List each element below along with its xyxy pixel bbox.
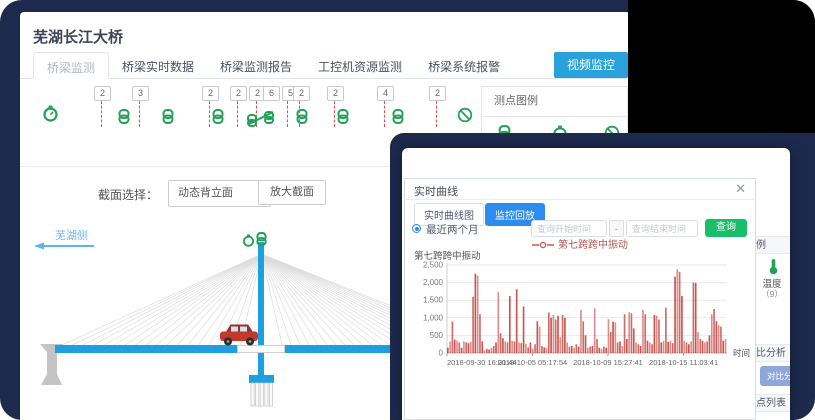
svg-text:2,000: 2,000 — [423, 278, 444, 287]
sensor-count-badge: 2 — [94, 86, 111, 101]
bridge-deck-left — [55, 345, 237, 353]
legend-line-circle-icon — [532, 241, 554, 249]
bridge-diagram — [40, 242, 390, 407]
bridge-cables — [61, 253, 390, 346]
tab-monitor-report[interactable]: 桥梁监测报告 — [220, 60, 293, 74]
main-tabbar: 桥梁监测 桥梁实时数据 桥梁监测报告 工控机资源监测 桥梁系统报警 — [20, 52, 630, 79]
bridge-piles — [250, 382, 273, 407]
legend-panel-title: 测点图例 — [482, 87, 627, 117]
sensor-tick-line — [256, 101, 257, 127]
sensor-tick-line — [287, 101, 288, 127]
sensor-tick-line — [139, 101, 140, 127]
chain-sensor-icon[interactable] — [118, 109, 130, 124]
sensor-tick-line — [334, 101, 335, 127]
pylon-chain-icon[interactable] — [256, 232, 267, 246]
sensor-count-badge: 4 — [377, 86, 394, 101]
query-button[interactable]: 查询 — [705, 219, 747, 237]
bridge-left-pier — [40, 344, 63, 385]
compare-analysis-button[interactable]: 对比分析 — [760, 366, 790, 386]
svg-text:2018-10-15 11:03:41: 2018-10-15 11:03:41 — [649, 358, 718, 367]
double-chain-sensor-icon[interactable] — [246, 109, 276, 127]
modal-overlay: 图例 温度 （9） 对比分析 对比分析 测点列表 实时曲线 ✕ 实时曲线图 监控… — [390, 133, 815, 420]
tab-bridge-monitor[interactable]: 桥梁监测 — [33, 52, 110, 79]
section-select-label: 截面选择： — [98, 188, 159, 202]
recent-two-months-radio[interactable] — [412, 224, 421, 233]
black-background-area — [628, 0, 815, 146]
dialog-title: 实时曲线 — [414, 186, 458, 198]
sensor-count-badge: 2 — [429, 86, 446, 101]
sensor-count-badge: 2 — [327, 86, 344, 101]
dialog-tab-playback[interactable]: 监控回放 — [485, 203, 545, 226]
svg-text:时间: 时间 — [733, 348, 750, 358]
chain-sensor-icon[interactable] — [337, 109, 349, 124]
chart-axis-title: 第七跨跨中振动 — [414, 251, 481, 262]
dialog-header-divider — [405, 199, 755, 200]
query-start-time-input[interactable] — [531, 220, 607, 237]
sensor-count-badge: 6 — [263, 86, 280, 101]
realtime-curve-dialog: 实时曲线 ✕ 实时曲线图 监控回放 最近两个月 - 查询 第七跨跨中振动 第七跨… — [404, 178, 756, 420]
legend-series-label: 第七跨跨中振动 — [558, 240, 628, 251]
zoom-section-button[interactable]: 放大截面 — [258, 180, 326, 205]
svg-text:2018-09-30 16:01:44: 2018-09-30 16:01:44 — [447, 358, 517, 367]
section-select-dropdown[interactable]: 动态背立面 ▼ — [168, 180, 271, 207]
chain-sensor-icon[interactable] — [212, 109, 224, 124]
svg-text:1,500: 1,500 — [423, 296, 444, 305]
video-monitor-button[interactable]: 视频监控 — [553, 52, 628, 78]
stopwatch-sensor-icon[interactable] — [42, 105, 59, 122]
left-arrow-icon — [34, 242, 96, 250]
sensor-tick-line — [299, 101, 300, 127]
date-range-separator: - — [609, 220, 624, 237]
sensor-tick-line — [209, 101, 210, 127]
svg-text:2018-10-09 15:27:41: 2018-10-09 15:27:41 — [573, 358, 643, 367]
sensor-count-badge: 2 — [202, 86, 219, 101]
svg-text:2,500: 2,500 — [423, 261, 444, 270]
tab-system-alarm[interactable]: 桥梁系统报警 — [428, 60, 501, 74]
sensor-count-badge: 2 — [230, 86, 247, 101]
section-select-value: 动态背立面 — [178, 187, 233, 199]
sensor-tick-line — [237, 101, 238, 127]
sensor-count-badge: 2 — [293, 86, 310, 101]
svg-text:500: 500 — [430, 331, 444, 340]
bridge-pier-cap — [249, 375, 274, 383]
chain-sensor-icon[interactable] — [162, 109, 174, 124]
svg-text:1,000: 1,000 — [423, 313, 444, 322]
temperature-label: 温度 — [762, 279, 782, 290]
dialog-tab-realtime-curve[interactable]: 实时曲线图 — [414, 203, 484, 226]
pylon-stopwatch-icon[interactable] — [242, 234, 255, 247]
sensor-tick-line — [384, 101, 385, 127]
sensor-tick-line — [436, 101, 437, 127]
content-divider — [20, 166, 630, 167]
svg-text:2018-10-05 05:17:54: 2018-10-05 05:17:54 — [498, 358, 568, 367]
chain-sensor-icon[interactable] — [392, 109, 404, 124]
bridge-pylon — [258, 242, 264, 375]
tab-ipc-resource[interactable]: 工控机资源监测 — [318, 60, 403, 74]
car-illustration — [220, 324, 258, 346]
chain-sensor-icon[interactable] — [296, 109, 308, 124]
vibration-chart: 0 500 1,000 1,500 2,000 2,500 2018-09-30 16:01… — [423, 261, 750, 368]
svg-text:0: 0 — [439, 349, 444, 358]
bridge-deck-joint — [237, 345, 285, 353]
prohibition-sensor-icon[interactable] — [457, 107, 473, 123]
page-title: 芜湖长江大桥 — [33, 29, 124, 46]
bank-direction-label: 芜湖侧 — [55, 230, 88, 242]
recent-two-months-label: 最近两个月 — [426, 224, 479, 236]
bridge-deck-right — [285, 345, 390, 353]
temperature-count: （9） — [761, 289, 783, 299]
sensor-tick-line — [101, 101, 102, 127]
sensor-count-badge: 3 — [132, 86, 149, 101]
chart-legend[interactable]: 第七跨跨中振动 — [405, 236, 755, 251]
tab-realtime-data[interactable]: 桥梁实时数据 — [122, 60, 195, 74]
modal-window: 图例 温度 （9） 对比分析 对比分析 测点列表 实时曲线 ✕ 实时曲线图 监控… — [402, 148, 790, 420]
query-end-time-input[interactable] — [626, 220, 698, 237]
close-icon[interactable]: ✕ — [735, 181, 746, 196]
thermometer-icon — [768, 258, 779, 275]
